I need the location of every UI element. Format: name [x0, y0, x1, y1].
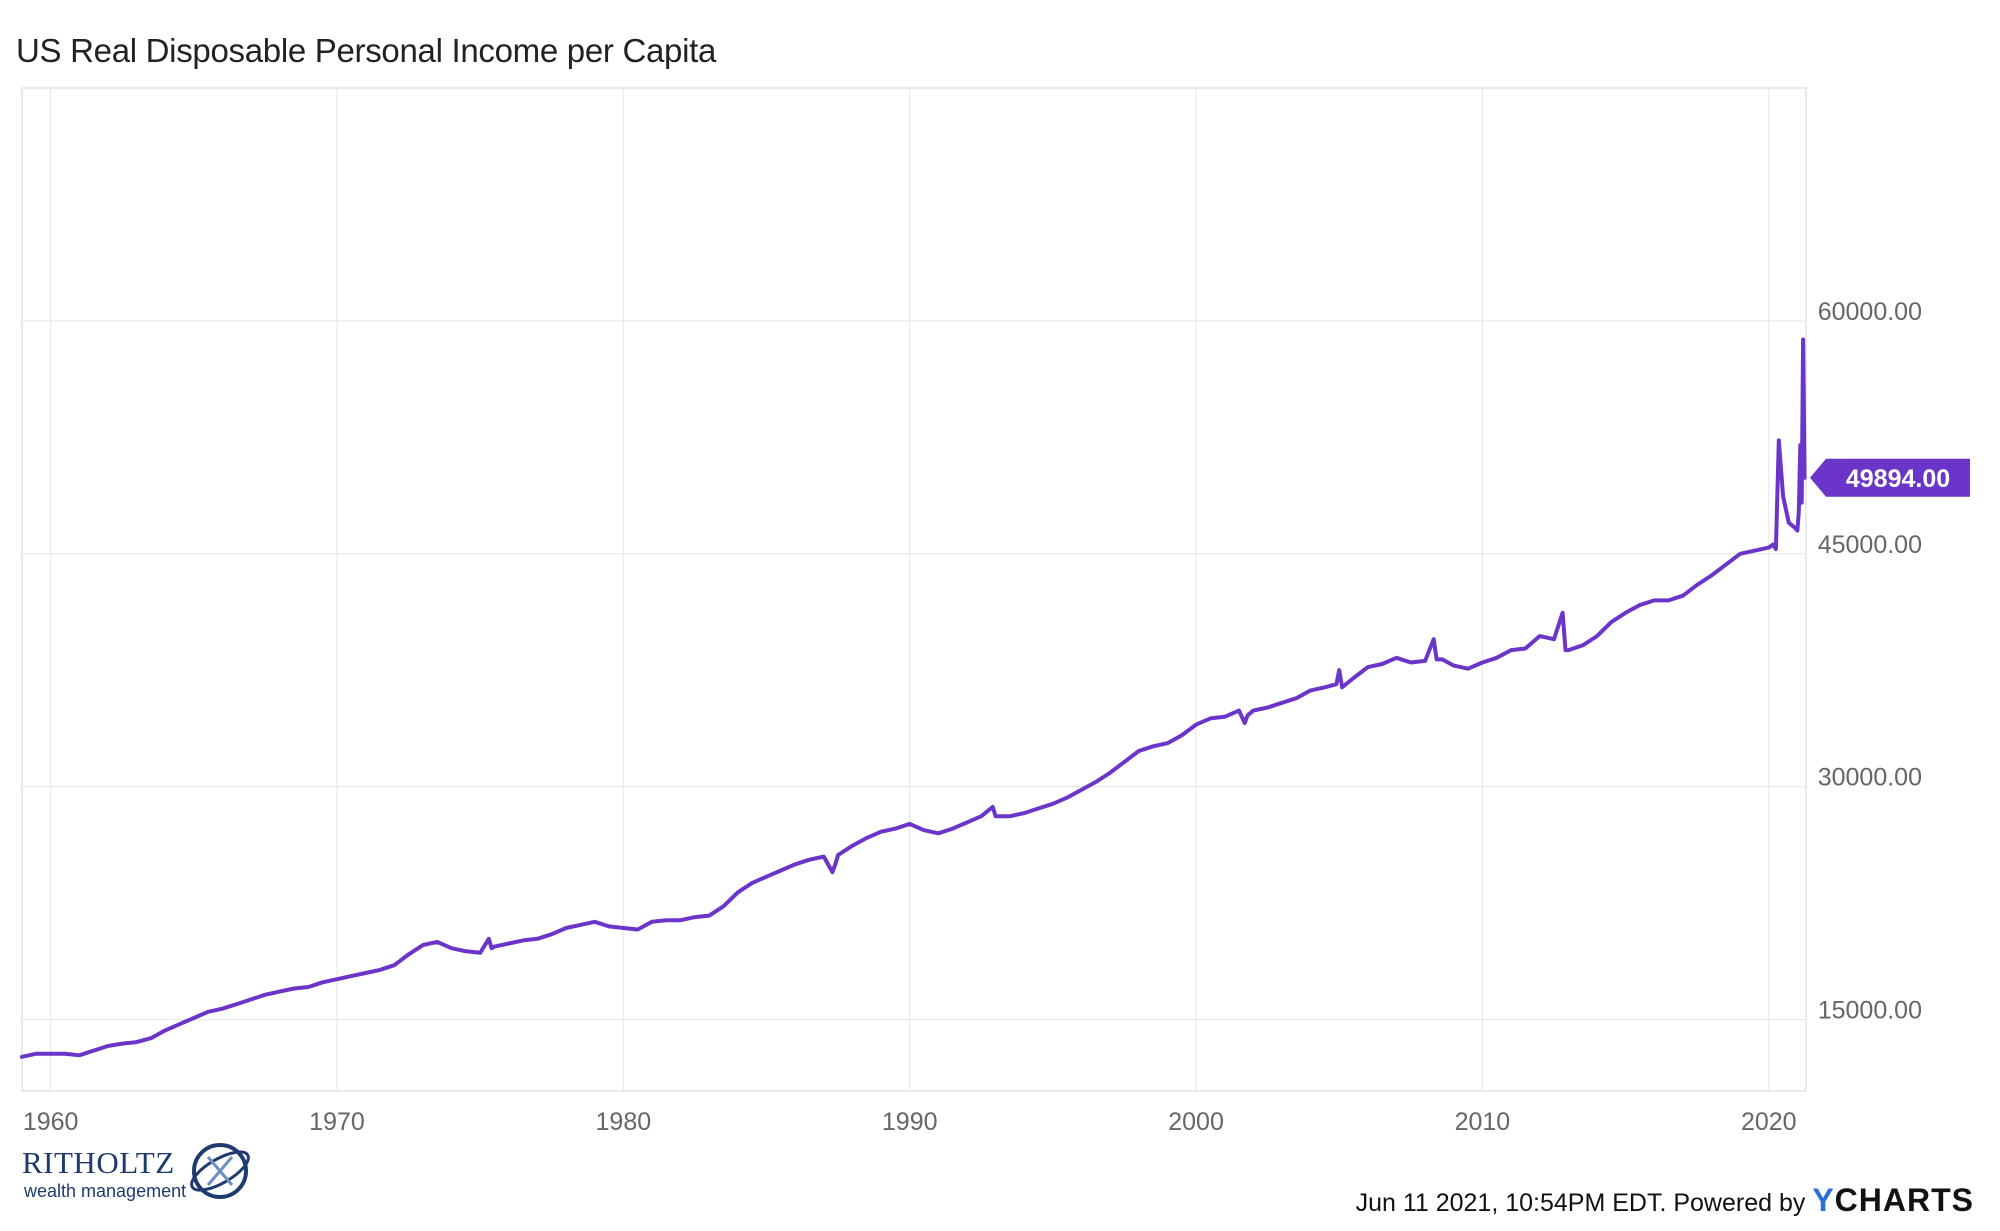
- last-value-marker: 49894.00: [1810, 458, 1970, 497]
- plot-frame: [21, 87, 1807, 1092]
- y-tick-label: 45000.00: [1818, 531, 1922, 559]
- logo-globe-icon: [190, 1143, 250, 1199]
- timestamp-text: Jun 11 2021, 10:54PM EDT. Powered by: [1355, 1189, 1813, 1217]
- last-value-flag: [1810, 458, 1970, 497]
- x-tick-label: 1970: [309, 1108, 365, 1136]
- chart-title: US Real Disposable Personal Income per C…: [16, 32, 717, 69]
- x-tick-label: 2020: [1741, 1108, 1797, 1136]
- x-tick-label: 2000: [1168, 1108, 1224, 1136]
- series-line: [20, 337, 1807, 1059]
- x-tick-label: 1990: [882, 1108, 938, 1136]
- grid-lines: [22, 88, 1806, 1091]
- x-tick-label: 1980: [596, 1108, 652, 1136]
- x-tick-label: 2010: [1455, 1108, 1511, 1136]
- ycharts-brand: YCHARTS: [1812, 1182, 1974, 1218]
- y-axis: 15000.00 30000.00 45000.00 60000.00: [1818, 298, 1922, 1025]
- footer-timestamp: Jun 11 2021, 10:54PM EDT. Powered by YCH…: [1356, 1182, 1974, 1219]
- y-tick-label: 30000.00: [1818, 764, 1922, 792]
- y-tick-label: 60000.00: [1818, 298, 1922, 326]
- x-tick-label: 1960: [23, 1108, 79, 1136]
- logo-subtitle: wealth management: [24, 1181, 187, 1201]
- x-axis: 1960 1970 1980 1990 2000 2010 2020: [23, 1108, 1797, 1136]
- ritholtz-logo: RITHOLTZ wealth management: [22, 1137, 262, 1207]
- last-value-label: 49894.00: [1846, 465, 1950, 493]
- y-tick-label: 15000.00: [1818, 997, 1922, 1025]
- logo-name: RITHOLTZ: [22, 1145, 175, 1180]
